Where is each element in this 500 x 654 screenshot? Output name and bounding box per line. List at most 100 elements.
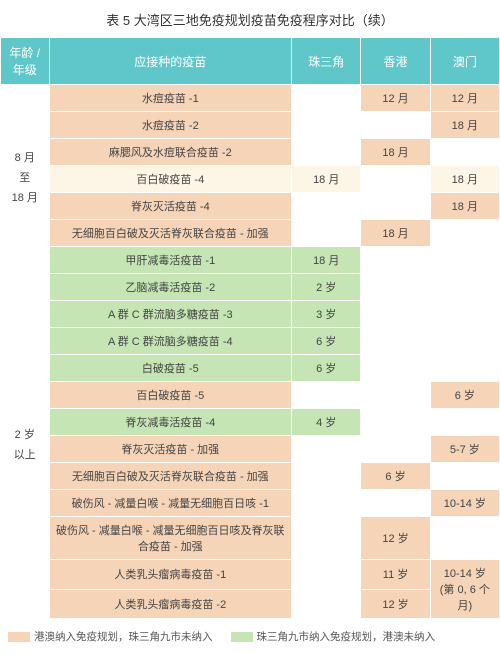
vaccine-cell: 破伤风 - 减量白喉 - 减量无细胞百日咳及脊灰联合疫苗 - 加强 (49, 517, 292, 560)
prd-cell: 6 岁 (292, 328, 361, 355)
vaccine-cell: 水痘疫苗 -2 (49, 112, 292, 139)
vaccine-cell: 破伤风 - 减量白喉 - 减量无细胞百日咳 -1 (49, 490, 292, 517)
mo-cell (430, 409, 499, 436)
hk-cell (361, 382, 430, 409)
mo-cell: 10-14 岁 (430, 490, 499, 517)
vaccine-cell: 脊灰灭活疫苗 - 加强 (49, 436, 292, 463)
table-row: A 群 C 群流脑多糖疫苗 -46 岁 (1, 328, 500, 355)
header-age: 年龄 / 年级 (1, 38, 50, 85)
table-row: 无细胞百白破及灭活脊灰联合疫苗 - 加强 18 月 (1, 220, 500, 247)
prd-cell (292, 112, 361, 139)
prd-cell (292, 560, 361, 590)
table-row: 麻腮风及水痘联合疫苗 -2 18 月 (1, 139, 500, 166)
vaccine-cell: 脊灰减毒活疫苗 -4 (49, 409, 292, 436)
header-vaccine: 应接种的疫苗 (49, 38, 292, 85)
vaccine-cell: 人类乳头瘤病毒疫苗 -2 (49, 589, 292, 619)
mo-cell: 6 岁 (430, 382, 499, 409)
prd-cell (292, 139, 361, 166)
table-row: 白破疫苗 -56 岁 (1, 355, 500, 382)
vaccine-cell: 百白破疫苗 -4 (49, 166, 292, 193)
mo-cell (430, 247, 499, 274)
mo-cell (430, 301, 499, 328)
table-title: 表 5 大湾区三地免疫规划疫苗免疫程序对比（续） (0, 0, 500, 37)
hk-cell: 12 岁 (361, 589, 430, 619)
prd-cell (292, 589, 361, 619)
vaccine-cell: 白破疫苗 -5 (49, 355, 292, 382)
hk-cell (361, 166, 430, 193)
header-prd: 珠三角 (292, 38, 361, 85)
legend-item: 港澳纳入免疫规划，珠三角九市未纳入 (8, 629, 213, 644)
hk-cell (361, 193, 430, 220)
legend-item: 珠三角九市纳入免疫规划，港澳未纳入 (231, 629, 436, 644)
mo-cell (430, 463, 499, 490)
mo-cell (430, 220, 499, 247)
vaccine-cell: 水痘疫苗 -1 (49, 85, 292, 112)
prd-cell (292, 193, 361, 220)
table-row: 甲肝减毒活疫苗 -118 月 (1, 247, 500, 274)
vaccine-cell: 人类乳头瘤病毒疫苗 -1 (49, 560, 292, 590)
prd-cell: 18 月 (292, 166, 361, 193)
vaccine-cell: A 群 C 群流脑多糖疫苗 -4 (49, 328, 292, 355)
vaccine-cell: 无细胞百白破及灭活脊灰联合疫苗 - 加强 (49, 463, 292, 490)
mo-cell (430, 517, 499, 560)
table-row: 8 月至18 月水痘疫苗 -112 月12 月 (1, 85, 500, 112)
age-group-cell: 8 月至18 月 (1, 85, 50, 274)
mo-cell (430, 274, 499, 301)
vaccine-cell: 无细胞百白破及灭活脊灰联合疫苗 - 加强 (49, 220, 292, 247)
hk-cell: 12 岁 (361, 517, 430, 560)
mo-cell: 5-7 岁 (430, 436, 499, 463)
legend-swatch (231, 632, 253, 642)
hk-cell: 11 岁 (361, 560, 430, 590)
hk-cell: 6 岁 (361, 463, 430, 490)
header-hk: 香港 (361, 38, 430, 85)
table-row: 人类乳头瘤病毒疫苗 -111 岁10-14 岁(第 0, 6 个月) (1, 560, 500, 590)
table-row: A 群 C 群流脑多糖疫苗 -33 岁 (1, 301, 500, 328)
prd-cell (292, 220, 361, 247)
mo-cell (430, 328, 499, 355)
prd-cell: 2 岁 (292, 274, 361, 301)
vaccine-cell: 麻腮风及水痘联合疫苗 -2 (49, 139, 292, 166)
prd-cell (292, 490, 361, 517)
age-group-cell: 2 岁以上 (1, 274, 50, 619)
table-row: 脊灰灭活疫苗 - 加强 5-7 岁 (1, 436, 500, 463)
prd-cell: 6 岁 (292, 355, 361, 382)
hk-cell (361, 247, 430, 274)
table-row: 人类乳头瘤病毒疫苗 -2 12 岁 (1, 589, 500, 619)
prd-cell (292, 85, 361, 112)
prd-cell: 3 岁 (292, 301, 361, 328)
legend-text: 珠三角九市纳入免疫规划，港澳未纳入 (257, 631, 436, 643)
hk-cell: 12 月 (361, 85, 430, 112)
vaccine-cell: 乙脑减毒活疫苗 -2 (49, 274, 292, 301)
hk-cell (361, 112, 430, 139)
legend-swatch (8, 632, 30, 642)
mo-cell: 18 月 (430, 112, 499, 139)
hk-cell (361, 436, 430, 463)
mo-cell (430, 355, 499, 382)
mo-cell: 18 月 (430, 166, 499, 193)
hk-cell (361, 490, 430, 517)
prd-cell (292, 436, 361, 463)
table-row: 2 岁以上乙脑减毒活疫苗 -22 岁 (1, 274, 500, 301)
hk-cell (361, 274, 430, 301)
mo-cell (430, 139, 499, 166)
hk-cell: 18 月 (361, 220, 430, 247)
vaccine-cell: 脊灰灭活疫苗 -4 (49, 193, 292, 220)
mo-cell: 12 月 (430, 85, 499, 112)
mo-cell: 10-14 岁(第 0, 6 个月) (430, 560, 499, 619)
hk-cell (361, 355, 430, 382)
table-row: 脊灰减毒活疫苗 -44 岁 (1, 409, 500, 436)
table-row: 百白破疫苗 -418 月18 月 (1, 166, 500, 193)
vaccine-cell: 百白破疫苗 -5 (49, 382, 292, 409)
header-row: 年龄 / 年级 应接种的疫苗 珠三角 香港 澳门 (1, 38, 500, 85)
table-row: 脊灰灭活疫苗 -418 月 (1, 193, 500, 220)
hk-cell (361, 409, 430, 436)
prd-cell (292, 463, 361, 490)
table-row: 破伤风 - 减量白喉 - 减量无细胞百日咳 -1 10-14 岁 (1, 490, 500, 517)
prd-cell (292, 382, 361, 409)
hk-cell: 18 月 (361, 139, 430, 166)
prd-cell (292, 517, 361, 560)
legend-text: 港澳纳入免疫规划，珠三角九市未纳入 (34, 631, 213, 643)
vaccine-schedule-table: 年龄 / 年级 应接种的疫苗 珠三角 香港 澳门 8 月至18 月水痘疫苗 -1… (0, 37, 500, 619)
table-row: 破伤风 - 减量白喉 - 减量无细胞百日咳及脊灰联合疫苗 - 加强 12 岁 (1, 517, 500, 560)
table-row: 百白破疫苗 -5 6 岁 (1, 382, 500, 409)
